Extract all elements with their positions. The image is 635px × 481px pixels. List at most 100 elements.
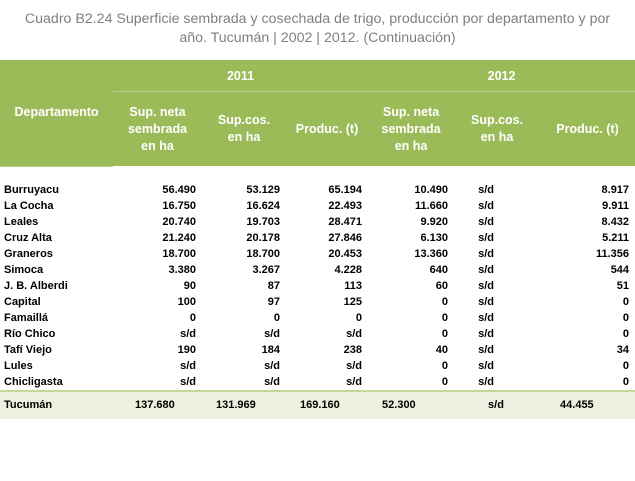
table-cell: 18.700 xyxy=(246,247,280,260)
table-row: Graneros 18.700 18.700 20.453 13.360 s/d 11.35… xyxy=(0,246,635,262)
department-name: Leales xyxy=(4,215,39,228)
department-name: Cruz Alta xyxy=(4,231,52,244)
table-cell: 10.490 xyxy=(414,183,449,196)
column-header-line: Sup.cos. xyxy=(470,113,524,127)
table-cell: 97 xyxy=(267,295,280,308)
table-row: Cruz Alta 21.240 20.178 27.846 6.130 s/d 5.211 xyxy=(0,230,635,246)
table-cell: 16.624 xyxy=(246,199,280,212)
table-cell: 9.911 xyxy=(602,199,630,212)
department-name: J. B. Alberdi xyxy=(4,279,68,292)
table-cell: 113 xyxy=(344,279,363,292)
table-cell: 53.129 xyxy=(246,183,280,196)
table-cell: 90 xyxy=(183,279,196,292)
total-row: Tucumán 137.680 131.969 169.160 52.300 s… xyxy=(0,389,635,419)
table-cell: s/d xyxy=(478,327,495,340)
department-name: Simoca xyxy=(4,263,44,276)
table-cell: 40 xyxy=(435,343,449,356)
column-header-line: sembrada xyxy=(381,121,441,136)
table-cell: s/d xyxy=(180,327,196,340)
table-cell: 0 xyxy=(622,327,630,340)
total-cell: 131.969 xyxy=(202,389,286,419)
table-cell: s/d xyxy=(478,279,495,292)
table-cell: s/d xyxy=(180,359,196,372)
column-header-line: en ha xyxy=(227,130,261,144)
table-cell: s/d xyxy=(478,231,495,244)
table-title: Cuadro B2.24 Superficie sembrada y cosec… xyxy=(0,10,635,48)
table-cell: 0 xyxy=(441,295,449,308)
table-cell: 27.846 xyxy=(328,231,363,244)
column-header-line: Sup. neta xyxy=(129,104,186,119)
table-cell: 100 xyxy=(177,295,196,308)
table-row: Lules s/d s/d s/d 0 s/d 0 xyxy=(0,358,635,374)
table-row: Tafí Viejo 190 184 238 40 s/d 34 xyxy=(0,342,635,358)
total-cell: s/d xyxy=(454,389,541,419)
table-cell: 190 xyxy=(177,343,196,356)
department-name: Chicligasta xyxy=(4,375,63,388)
table-cell: s/d xyxy=(478,199,495,212)
table-cell: 0 xyxy=(441,359,449,372)
table-cell: 184 xyxy=(261,343,280,356)
table-cell: 11.356 xyxy=(596,247,630,260)
department-name: Capital xyxy=(4,295,41,308)
table-cell: 16.750 xyxy=(162,199,196,212)
table-row: Burruyacu 56.490 53.129 65.194 10.490 s/d 8.91… xyxy=(0,182,635,198)
department-name: Famaillá xyxy=(4,311,49,324)
table-cell: s/d xyxy=(346,327,363,340)
table-row: Famaillá 0 0 0 0 s/d 0 xyxy=(0,310,635,326)
table-cell: 5.211 xyxy=(602,231,630,244)
table-row: La Cocha 16.750 16.624 22.493 11.660 s/d 9.911 xyxy=(0,198,635,214)
table-cell: 65.194 xyxy=(328,183,363,196)
table-cell: 6.130 xyxy=(420,231,449,244)
title-line-2: año. Tucumán | 2002 | 2012. (Continuació… xyxy=(179,30,456,46)
table-cell: 3.380 xyxy=(168,263,196,276)
table-cell: 0 xyxy=(622,311,630,324)
table-cell: s/d xyxy=(264,375,280,388)
table-row: Chicligasta s/d s/d s/d 0 s/d 0 xyxy=(0,374,635,391)
table-cell: 20.740 xyxy=(162,215,196,228)
header-year-2011: 2011 xyxy=(113,60,369,92)
column-header-line: Produc. (t) xyxy=(556,121,619,136)
total-name: Tucumán xyxy=(0,389,113,419)
column-header: Produc. (t) xyxy=(540,91,635,166)
table-row: Capital 100 97 125 0 s/d 0 xyxy=(0,294,635,310)
table-cell: 13.360 xyxy=(414,247,449,260)
total-cell: 44.455 xyxy=(540,389,635,419)
table-cell: 56.490 xyxy=(162,183,196,196)
table-cell: 0 xyxy=(441,375,449,388)
table-cell: s/d xyxy=(478,375,495,388)
column-header-line: en ha xyxy=(480,130,514,144)
table-cell: 0 xyxy=(622,295,630,308)
table-cell: 125 xyxy=(343,295,363,308)
table-cell: 51 xyxy=(616,279,630,292)
table-cell: 9.920 xyxy=(420,215,449,228)
table-cell: 34 xyxy=(616,343,630,356)
department-name: Graneros xyxy=(4,247,53,260)
table-cell: 0 xyxy=(441,311,449,324)
table-cell: 0 xyxy=(355,311,363,324)
department-name: La Cocha xyxy=(4,199,54,212)
column-header-line: Produc. (t) xyxy=(295,121,359,136)
header-departamento: Departamento xyxy=(0,60,113,167)
column-header-line: en ha xyxy=(141,138,174,153)
table-cell: 11.660 xyxy=(414,199,449,212)
table-cell: 0 xyxy=(622,375,630,388)
table-cell: 8.917 xyxy=(601,183,630,196)
table-cell: s/d xyxy=(478,263,495,276)
table-cell: 238 xyxy=(343,343,363,356)
table-cell: 0 xyxy=(441,327,449,340)
table-row: J. B. Alberdi 90 87 113 60 s/d 51 xyxy=(0,278,635,294)
column-header: Produc. (t) xyxy=(286,91,369,166)
column-header-line: Sup.cos. xyxy=(217,113,271,127)
table-cell: s/d xyxy=(478,183,495,196)
table-cell: 4.228 xyxy=(334,263,363,276)
table-cell: s/d xyxy=(346,375,363,388)
column-header-line: en ha xyxy=(394,138,428,153)
table-cell: 22.493 xyxy=(328,199,363,212)
table-row: Leales 20.740 19.703 28.471 9.920 s/d 8.432 xyxy=(0,214,635,230)
department-name: Lules xyxy=(4,359,33,372)
total-cell: 137.680 xyxy=(113,389,202,419)
table-cell: 20.453 xyxy=(328,247,363,260)
column-header-line: Sup. neta xyxy=(382,104,440,119)
table-cell: 21.240 xyxy=(162,231,196,244)
table-cell: s/d xyxy=(346,359,363,372)
